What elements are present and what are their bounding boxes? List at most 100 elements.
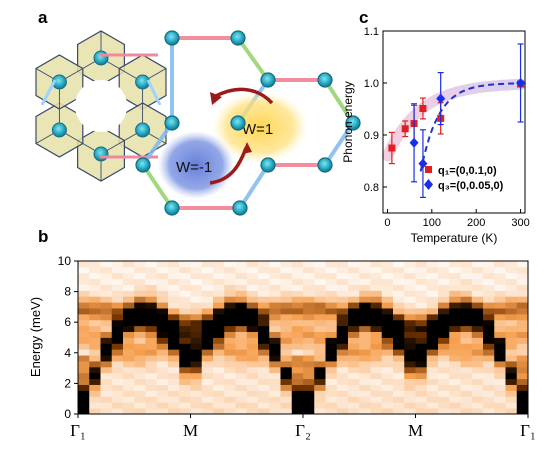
heatmap-cell bbox=[291, 343, 304, 350]
heatmap-cell bbox=[123, 402, 135, 409]
hopping-bond bbox=[236, 36, 270, 82]
heatmap-cell bbox=[381, 402, 394, 409]
heatmap-cell bbox=[483, 337, 495, 344]
y-tick-label: 1.0 bbox=[364, 78, 379, 90]
heatmap-cell bbox=[381, 319, 394, 327]
heatmap-cell bbox=[359, 284, 371, 291]
heatmap-cell bbox=[449, 361, 461, 368]
heatmap-cell bbox=[359, 372, 371, 380]
heatmap-cell bbox=[415, 390, 428, 397]
heatmap-cell bbox=[269, 272, 281, 280]
heatmap-cell bbox=[370, 349, 383, 356]
heatmap-cell bbox=[415, 384, 428, 391]
heatmap-cell bbox=[426, 390, 439, 397]
heatmap-cell bbox=[269, 325, 281, 333]
legend-marker-q3 bbox=[424, 179, 433, 190]
heatmap-cell bbox=[145, 319, 158, 327]
heatmap-cell bbox=[393, 396, 405, 403]
heatmap-cell bbox=[438, 343, 450, 350]
heatmap-cell bbox=[111, 319, 124, 327]
heatmap-cell bbox=[269, 349, 281, 356]
heatmap-cell bbox=[179, 378, 191, 385]
trend-dashed-curve bbox=[419, 82, 521, 172]
heatmap-cell bbox=[246, 266, 259, 274]
heatmap-cell bbox=[145, 272, 158, 280]
heatmap-cell bbox=[78, 272, 90, 280]
heatmap-cell bbox=[393, 261, 405, 268]
heatmap-cell bbox=[235, 272, 248, 280]
lattice-site bbox=[260, 72, 276, 88]
lattice-site bbox=[230, 115, 246, 131]
heatmap-cell bbox=[201, 331, 214, 338]
heatmap-cell bbox=[494, 278, 506, 285]
heatmap-cell bbox=[505, 313, 518, 321]
rotation-arrow-lower-head bbox=[242, 142, 252, 154]
heatmap-cell bbox=[156, 355, 169, 362]
heatmap-cell bbox=[190, 384, 203, 391]
heatmap-cell bbox=[483, 355, 495, 362]
heatmap-cell bbox=[359, 349, 371, 356]
heatmap-cell bbox=[404, 343, 416, 350]
winding-positive-label: W=1 bbox=[242, 121, 273, 138]
heatmap-cell bbox=[201, 402, 214, 409]
heatmap-cell bbox=[123, 343, 135, 350]
heatmap-cell bbox=[156, 349, 169, 356]
heatmap-cell bbox=[123, 396, 135, 403]
heatmap-cell bbox=[78, 343, 90, 350]
heatmap-cell bbox=[134, 390, 146, 397]
heatmap-cell bbox=[235, 402, 248, 409]
data-point-q1 bbox=[401, 125, 409, 133]
heatmap-cell bbox=[336, 378, 349, 385]
heatmap-cell bbox=[303, 372, 315, 380]
heatmap-cell bbox=[505, 302, 518, 309]
heatmap-cell bbox=[449, 272, 461, 280]
heatmap-cell bbox=[291, 308, 304, 315]
legend-marker-q1 bbox=[425, 166, 432, 173]
heatmap-cell bbox=[483, 290, 495, 297]
heatmap-cell bbox=[179, 366, 191, 374]
heatmap-cell bbox=[393, 378, 405, 385]
heatmap-cell bbox=[460, 349, 473, 356]
heatmap-cell bbox=[190, 319, 203, 327]
panel-label-c: c bbox=[359, 8, 369, 27]
heatmap-cell bbox=[483, 402, 495, 409]
heatmap-cell bbox=[415, 302, 428, 309]
heatmap-cell bbox=[235, 343, 248, 350]
heatmap-cell bbox=[381, 361, 394, 368]
heatmap-cell bbox=[426, 402, 439, 409]
heatmap-cell bbox=[201, 272, 214, 280]
heatmap-cell bbox=[449, 313, 461, 321]
heatmap-cell bbox=[145, 331, 158, 338]
heatmap-cell bbox=[134, 266, 146, 274]
heatmap-cell bbox=[168, 361, 180, 368]
heatmap-cell bbox=[381, 396, 394, 403]
heatmap-cell bbox=[134, 408, 146, 415]
heatmap-cell bbox=[516, 402, 529, 409]
heatmap-cell bbox=[426, 331, 439, 338]
heatmap-cell bbox=[179, 408, 191, 415]
legend-label: q₃=(0,0.05,0) bbox=[438, 180, 504, 192]
heatmap-cell bbox=[145, 302, 158, 309]
heatmap-cell bbox=[291, 266, 304, 274]
heatmap-cell bbox=[438, 302, 450, 309]
heatmap-cell bbox=[123, 308, 135, 315]
heatmap-cell bbox=[336, 361, 349, 368]
heatmap-cell bbox=[325, 384, 338, 391]
heatmap-cell bbox=[156, 408, 169, 415]
heatmap-cell bbox=[460, 402, 473, 409]
bond bbox=[40, 79, 57, 106]
heatmap-cell bbox=[235, 308, 248, 315]
heatmap-cell bbox=[348, 284, 360, 291]
heatmap-cell bbox=[145, 290, 158, 297]
heatmap-cell bbox=[449, 266, 461, 274]
heatmap-cell bbox=[381, 366, 394, 374]
heatmap-cell bbox=[291, 384, 304, 391]
heatmap-cell bbox=[111, 408, 124, 415]
heatmap-cell bbox=[156, 319, 169, 327]
heatmap-cell bbox=[415, 266, 428, 274]
heatmap-cell bbox=[291, 313, 304, 321]
heatmap-cell bbox=[179, 355, 191, 362]
heatmap-cell bbox=[201, 296, 214, 303]
heatmap-cell bbox=[156, 313, 169, 321]
heatmap-cell bbox=[336, 278, 349, 285]
